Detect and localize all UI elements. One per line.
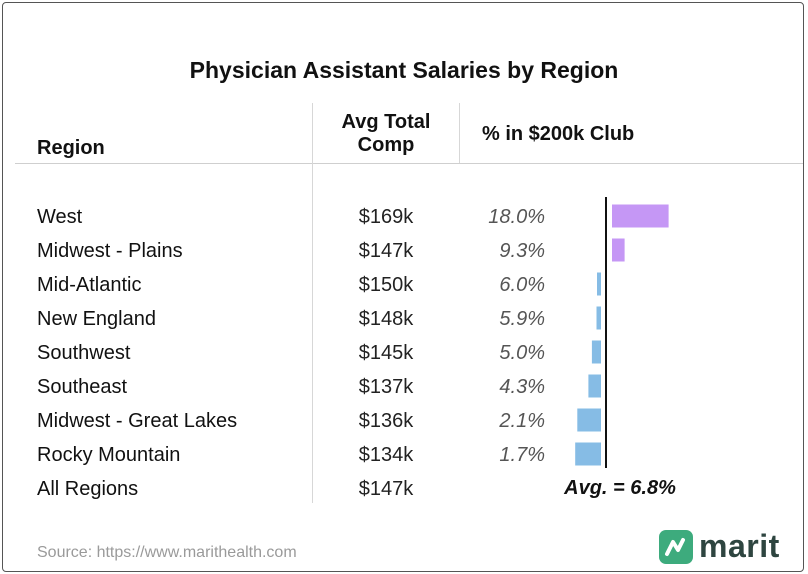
header-divider [15, 163, 803, 164]
table-row-region: Midwest - Plains [37, 240, 183, 262]
chart-title: Physician Assistant Salaries by Region [189, 57, 619, 83]
table-row-pct: 9.3% [499, 240, 545, 262]
table-row-pct: 4.3% [499, 376, 545, 398]
table-row-region: New England [37, 308, 156, 330]
column-divider-comp [459, 103, 460, 163]
table-row-comp: $137k [358, 376, 414, 398]
total-row-comp: $147k [358, 478, 414, 500]
column-header-avg-total-comp: Avg Total Comp [341, 111, 431, 156]
column-header-pct-200k-club: % in $200k Club [482, 123, 635, 145]
table-row-region: Southwest [37, 342, 131, 364]
bar-mid-atlantic [597, 272, 601, 296]
marit-logo-icon [659, 530, 693, 564]
table-row-comp: $145k [358, 342, 414, 364]
table-row-region: Midwest - Great Lakes [37, 410, 238, 432]
bar-southeast [588, 374, 601, 398]
bar-midwest-plains [612, 238, 625, 262]
table-row-pct: 2.1% [499, 410, 545, 432]
table-row-comp: $136k [358, 410, 414, 432]
table-row-region: Rocky Mountain [37, 444, 181, 466]
bar-midwest-great-lakes [577, 408, 601, 432]
table-row-pct: 5.0% [499, 342, 545, 364]
table-row-pct: 18.0% [488, 206, 545, 228]
table-row-region: Mid-Atlantic [37, 274, 142, 296]
bar-rocky-mountain [575, 442, 601, 466]
table-row-comp: $148k [358, 308, 414, 330]
table-row-comp: $169k [358, 206, 414, 228]
table-row-pct: 6.0% [499, 274, 545, 296]
column-divider-region [312, 103, 313, 503]
average-label: Avg. = 6.8% [564, 477, 676, 499]
table-row-comp: $134k [358, 444, 414, 466]
table-row-pct: 5.9% [499, 308, 545, 330]
source-note: Source: https://www.marithealth.com [37, 544, 297, 561]
total-row-region: All Regions [37, 478, 139, 500]
bar-west [612, 204, 669, 228]
bar-new-england [596, 306, 601, 330]
brand-name: marit [699, 528, 780, 564]
table-row-pct: 1.7% [499, 444, 545, 466]
table-row-comp: $147k [358, 240, 414, 262]
table-row-comp: $150k [358, 274, 414, 296]
bar-southwest [591, 340, 601, 364]
column-header-region: Region [37, 137, 105, 159]
table-row-region: West [37, 206, 83, 228]
table-row-region: Southeast [37, 376, 128, 398]
